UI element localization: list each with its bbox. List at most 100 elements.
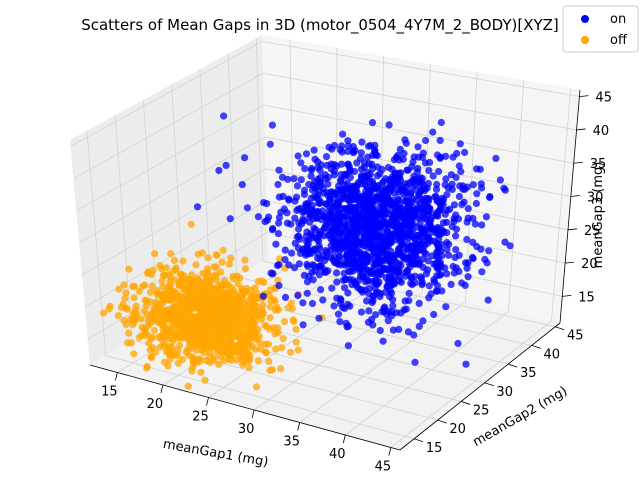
data-point-on <box>379 337 387 345</box>
data-point-on <box>335 239 343 247</box>
data-point-off <box>106 302 114 310</box>
data-point-off <box>279 335 287 343</box>
data-point-on <box>295 260 303 268</box>
data-point-off <box>185 331 193 339</box>
data-point-off <box>228 284 236 292</box>
data-point-on <box>443 270 451 278</box>
data-point-off <box>145 339 153 347</box>
data-point-off <box>292 325 300 333</box>
data-point-on <box>346 243 354 251</box>
data-point-on <box>501 238 509 246</box>
data-point-on <box>406 263 414 271</box>
data-point-on <box>430 260 438 268</box>
data-point-on <box>418 279 426 287</box>
data-point-on <box>308 164 316 173</box>
data-point-on <box>454 339 462 348</box>
data-point-off <box>222 289 230 297</box>
data-point-off <box>214 332 223 340</box>
data-point-on <box>243 204 251 212</box>
data-point-off <box>154 290 162 298</box>
legend[interactable]: on off <box>562 5 639 53</box>
data-point-off <box>214 347 222 355</box>
data-point-on <box>330 141 339 150</box>
data-point-on <box>315 271 323 279</box>
data-point-on <box>422 215 430 223</box>
data-point-off <box>241 256 249 264</box>
x-tick-label: 35 <box>283 435 300 450</box>
data-point-on <box>484 296 492 304</box>
data-point-on <box>401 297 409 305</box>
data-point-on <box>419 317 427 325</box>
data-point-on <box>288 249 296 257</box>
z-tick-mark <box>570 195 580 197</box>
data-point-off <box>287 348 295 356</box>
x-tick-label: 25 <box>192 410 209 425</box>
data-point-off <box>259 309 268 317</box>
data-point-on <box>336 247 344 255</box>
chart-title: Scatters of Mean Gaps in 3D (motor_0504_… <box>81 16 559 35</box>
data-point-off <box>231 291 239 299</box>
data-point-on <box>364 318 372 326</box>
data-point-on <box>451 253 459 262</box>
data-point-on <box>478 268 486 276</box>
data-point-on <box>317 262 326 270</box>
data-point-on <box>428 225 436 233</box>
grid-line-z-back <box>262 40 580 98</box>
data-point-on <box>308 186 317 194</box>
data-point-on <box>315 195 323 203</box>
data-point-on <box>462 360 470 368</box>
data-point-on <box>361 250 369 258</box>
data-point-on <box>486 193 494 201</box>
data-point-off <box>246 334 254 342</box>
data-point-off <box>131 282 139 291</box>
data-point-off <box>256 339 264 347</box>
data-point-on <box>378 165 386 173</box>
axis-lines <box>89 89 589 456</box>
data-point-on <box>464 259 472 267</box>
data-point-on <box>241 154 249 162</box>
data-point-on <box>263 216 271 224</box>
grid-line-y-left <box>227 53 237 277</box>
data-point-off <box>204 254 212 262</box>
data-point-on <box>334 221 342 230</box>
data-point-on <box>333 269 341 277</box>
data-point-on <box>422 136 430 145</box>
data-point-off <box>201 319 209 327</box>
grid-line-x-floor <box>299 301 466 423</box>
z-tick-mark <box>573 161 583 164</box>
data-point-off <box>270 296 278 304</box>
data-point-off <box>117 303 125 311</box>
data-point-off <box>219 246 227 254</box>
data-point-on <box>272 240 280 248</box>
grid-line-y-left <box>255 38 264 262</box>
data-point-on <box>425 294 433 302</box>
data-point-on <box>374 268 382 276</box>
data-point-off <box>209 356 217 364</box>
data-point-on <box>380 177 388 186</box>
data-point-on <box>398 186 406 194</box>
data-point-off <box>238 314 246 322</box>
z-tick-mark <box>567 228 578 231</box>
data-point-on <box>421 185 429 193</box>
data-point-on <box>448 223 456 231</box>
data-point-on <box>193 203 202 211</box>
y-tick-mark <box>461 401 471 405</box>
grid-line-z-back <box>262 72 577 131</box>
x-tick-mark <box>297 422 301 431</box>
data-point-on <box>400 306 408 314</box>
data-point-on <box>311 178 319 186</box>
data-point-off <box>166 277 174 286</box>
data-point-on <box>357 172 366 180</box>
data-point-on <box>412 207 420 215</box>
x-tick-label: 45 <box>375 460 392 475</box>
data-point-on <box>352 187 360 195</box>
data-point-on <box>395 265 403 273</box>
x-tick-label: 40 <box>329 447 346 462</box>
data-point-on <box>483 259 491 267</box>
data-point-on <box>328 284 336 292</box>
data-point-on <box>356 155 365 163</box>
data-point-on <box>357 149 365 157</box>
data-point-on <box>346 205 354 213</box>
data-point-on <box>392 236 400 244</box>
data-point-off <box>173 305 181 314</box>
